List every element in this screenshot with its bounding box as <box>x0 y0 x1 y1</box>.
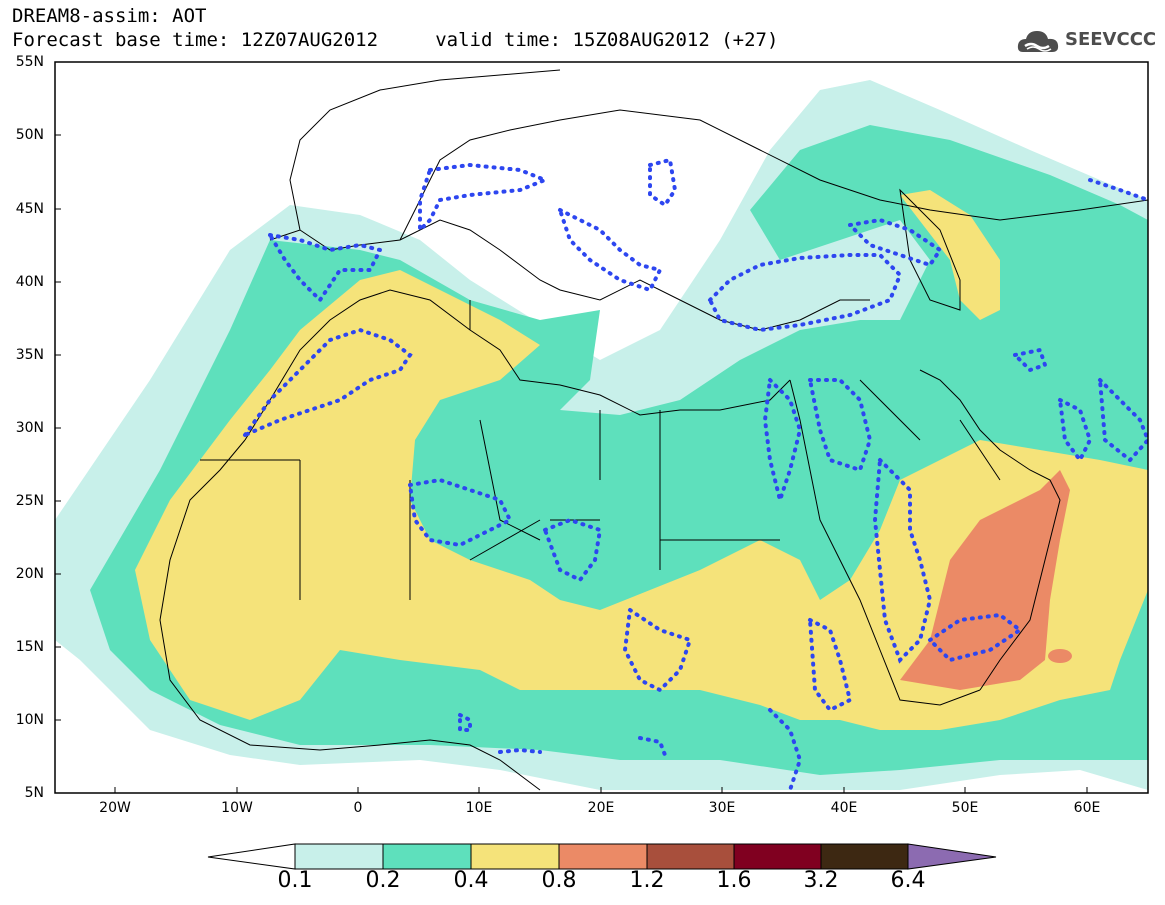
lat-label: 30N <box>15 420 44 436</box>
aot-band-0.8-patch <box>1048 649 1072 663</box>
lat-label: 50N <box>15 127 44 143</box>
lon-label: 10W <box>221 800 253 816</box>
aot-band-0.8 <box>900 470 1070 690</box>
lat-label: 25N <box>15 493 44 509</box>
lat-label: 35N <box>15 347 44 363</box>
lon-label: 20W <box>99 800 131 816</box>
forecast-time-line: Forecast base time: 12Z07AUG2012 valid t… <box>12 29 779 51</box>
colorbar-label: 0.4 <box>453 868 489 893</box>
logo-text: SEEVCCC <box>1065 29 1157 50</box>
lon-label: 10E <box>465 800 493 816</box>
lat-label: 20N <box>15 566 44 582</box>
cloud-icon <box>1017 31 1059 52</box>
aot-band-0.4 <box>135 270 1148 730</box>
coastlines <box>159 69 1148 791</box>
lon-label: 60E <box>1073 800 1101 816</box>
colorbar-label: 3.2 <box>803 868 839 893</box>
lon-label: 50E <box>951 800 979 816</box>
colorbar-label: 0.2 <box>365 868 401 893</box>
lat-label: 10N <box>15 712 44 728</box>
lat-label: 55N <box>15 54 44 70</box>
lat-label: 15N <box>15 639 44 655</box>
contour-lines <box>239 157 1148 792</box>
seevccc-logo: SEEVCCC <box>1015 24 1157 58</box>
colorbar <box>207 843 997 870</box>
colorbar-label: 1.6 <box>716 868 752 893</box>
colorbar-label: 0.8 <box>541 868 577 893</box>
lat-label: 5N <box>24 785 44 801</box>
colorbar-label: 0.1 <box>277 868 313 893</box>
lon-label: 0 <box>353 800 363 816</box>
map-title: DREAM8-assim: AOT <box>12 5 207 27</box>
lon-label: 20E <box>587 800 615 816</box>
colorbar-label: 6.4 <box>890 868 926 893</box>
lat-label: 45N <box>15 201 44 217</box>
lat-label: 40N <box>15 274 44 290</box>
lon-label: 40E <box>830 800 858 816</box>
axis-ticks <box>55 61 1088 793</box>
lon-label: 30E <box>708 800 736 816</box>
colorbar-label: 1.2 <box>629 868 665 893</box>
